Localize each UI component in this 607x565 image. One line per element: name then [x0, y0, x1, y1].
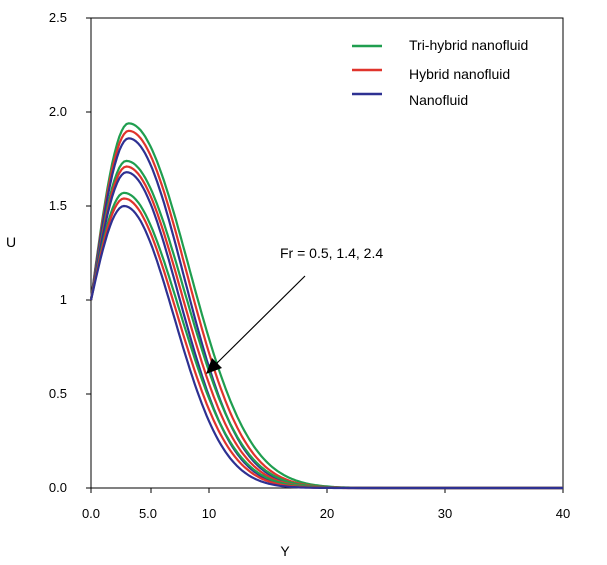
x-tick-label: 0.0 [82, 506, 100, 521]
x-tick-label: 30 [438, 506, 452, 521]
y-axis-label: U [6, 234, 16, 250]
series-line-tri-hybrid-nanofluid-fr-1-4 [89, 159, 563, 490]
x-axis-label: Y [280, 543, 290, 559]
x-tick-label: 20 [320, 506, 334, 521]
y-tick-label: 1 [60, 292, 67, 307]
legend-label-hybrid: Hybrid nanofluid [409, 66, 510, 82]
y-tick-label: 0.5 [49, 386, 67, 401]
legend-label-tri-hybrid: Tri-hybrid nanofluid [409, 37, 528, 53]
legend-label-nanofluid: Nanofluid [409, 92, 468, 108]
legend: Tri-hybrid nanofluid Hybrid nanofluid Na… [352, 37, 528, 108]
x-axis-ticks: 0.0 10 20 30 40 5.0 [82, 488, 570, 521]
x-tick-label: 5.0 [139, 506, 157, 521]
y-tick-label: 1.5 [49, 198, 67, 213]
series-lines [89, 122, 563, 490]
series-line-nanofluid-fr-2-4 [89, 204, 563, 490]
series-line-hybrid-nanofluid-fr-0-5 [89, 129, 563, 490]
annotation-arrowhead [206, 358, 222, 374]
y-tick-label: 2.0 [49, 104, 67, 119]
y-tick-label: 2.5 [49, 10, 67, 25]
annotation-fr-values: Fr = 0.5, 1.4, 2.4 [280, 245, 383, 261]
series-line-hybrid-nanofluid-fr-2-4 [89, 197, 563, 490]
series-line-nanofluid-fr-0-5 [89, 137, 563, 490]
y-axis-ticks: 0.0 0.5 1 1.5 2.0 2.5 [49, 10, 91, 495]
annotation-arrow-shaft [213, 275, 306, 367]
series-line-tri-hybrid-nanofluid-fr-0-5 [89, 122, 563, 490]
x-tick-label: 10 [202, 506, 216, 521]
x-tick-label: 40 [556, 506, 570, 521]
y-tick-label: 0.0 [49, 480, 67, 495]
